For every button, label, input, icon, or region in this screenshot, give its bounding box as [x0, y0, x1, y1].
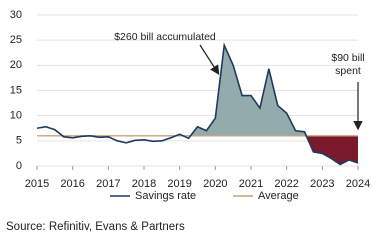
y-tick-label: 5 [16, 135, 22, 147]
legend-label: Savings rate [135, 190, 196, 202]
x-tick-label: 2019 [167, 178, 191, 190]
region-fill [188, 45, 314, 136]
source: Source: Refinitiv, Evans & Partners [6, 221, 185, 233]
x-tick-label: 2020 [203, 178, 227, 190]
annotation-arrow [199, 44, 220, 76]
x-tick-label: 2021 [239, 178, 263, 190]
y-tick-label: 15 [10, 84, 22, 96]
y-tick-label: 20 [10, 59, 22, 71]
x-tick-label: 2015 [25, 178, 49, 190]
x-tick-label: 2017 [96, 178, 120, 190]
x-tick-label: 2022 [274, 178, 298, 190]
x-tick-label: 2018 [132, 178, 156, 190]
x-tick-label: 2023 [310, 178, 334, 190]
region-fill [306, 135, 358, 165]
annotation: $90 bill [331, 52, 364, 64]
y-tick-label: 10 [10, 110, 22, 122]
x-tick-label: 2016 [60, 178, 84, 190]
y-tick-label: 25 [10, 34, 22, 46]
annotation: $260 bill accumulated [114, 31, 216, 43]
y-tick-label: 0 [16, 160, 22, 172]
x-tick-label: 2024 [346, 178, 370, 190]
chart: Source: Refinitiv, Evans & Partners 0 5 10… [6, 9, 370, 233]
annotation: spent [335, 65, 361, 77]
y-tick-label: 30 [10, 9, 22, 21]
legend-label: Average [258, 190, 299, 202]
savings-line [36, 42, 359, 166]
